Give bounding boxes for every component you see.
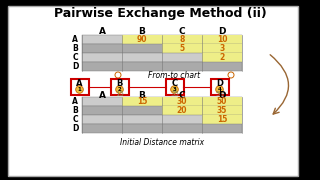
- Bar: [202, 44, 242, 53]
- Text: 2: 2: [118, 87, 121, 92]
- Text: B: B: [116, 80, 123, 89]
- Bar: [122, 35, 162, 44]
- Text: 15: 15: [137, 97, 147, 106]
- Text: 15: 15: [217, 115, 227, 124]
- FancyBboxPatch shape: [165, 78, 183, 94]
- Bar: [202, 115, 242, 124]
- Text: C: C: [179, 91, 185, 100]
- Bar: [202, 106, 242, 115]
- FancyBboxPatch shape: [68, 87, 256, 143]
- Bar: [162, 97, 202, 106]
- Bar: [162, 106, 202, 115]
- Text: B: B: [72, 44, 78, 53]
- Text: 3: 3: [172, 87, 176, 92]
- Circle shape: [116, 86, 123, 93]
- Text: D: D: [72, 124, 78, 133]
- Bar: [82, 53, 242, 62]
- Text: 20: 20: [177, 106, 187, 115]
- Text: 50: 50: [217, 97, 227, 106]
- FancyBboxPatch shape: [211, 78, 228, 94]
- Text: C: C: [179, 28, 185, 37]
- Text: Pairwise Exchange Method (ii): Pairwise Exchange Method (ii): [54, 7, 266, 20]
- Text: C: C: [72, 53, 78, 62]
- Text: 30: 30: [177, 97, 187, 106]
- Text: B: B: [139, 91, 145, 100]
- Text: A: A: [99, 28, 106, 37]
- Text: C: C: [172, 80, 178, 89]
- Text: A: A: [99, 91, 106, 100]
- FancyBboxPatch shape: [110, 78, 129, 94]
- Text: 4: 4: [218, 87, 221, 92]
- Text: D: D: [218, 91, 226, 100]
- Bar: [202, 97, 242, 106]
- Text: A: A: [76, 80, 83, 89]
- Bar: [82, 124, 242, 133]
- Text: D: D: [216, 80, 223, 89]
- Bar: [202, 53, 242, 62]
- Bar: [82, 106, 242, 115]
- Text: 90: 90: [137, 35, 147, 44]
- Bar: [82, 35, 242, 44]
- Text: From-to chart: From-to chart: [148, 71, 200, 80]
- Text: 8: 8: [179, 35, 185, 44]
- Text: 15: 15: [115, 91, 124, 98]
- Bar: [162, 44, 202, 53]
- Text: 50: 50: [215, 91, 224, 98]
- FancyBboxPatch shape: [8, 6, 298, 176]
- Text: 10: 10: [217, 35, 227, 44]
- Bar: [82, 115, 242, 124]
- Text: 2: 2: [220, 53, 225, 62]
- Bar: [82, 97, 242, 106]
- Bar: [82, 44, 242, 53]
- Text: Initial Distance matrix: Initial Distance matrix: [120, 138, 204, 147]
- Text: B: B: [139, 28, 145, 37]
- Circle shape: [171, 86, 178, 93]
- Text: C: C: [72, 115, 78, 124]
- Text: 5: 5: [180, 44, 185, 53]
- Text: 1: 1: [78, 87, 81, 92]
- Bar: [122, 97, 162, 106]
- Circle shape: [76, 86, 83, 93]
- Text: 35: 35: [170, 91, 179, 98]
- Bar: [202, 35, 242, 44]
- Text: 35: 35: [217, 106, 227, 115]
- Bar: [82, 62, 242, 71]
- Text: B: B: [72, 106, 78, 115]
- Bar: [162, 35, 202, 44]
- Text: 3: 3: [220, 44, 225, 53]
- Text: D: D: [218, 28, 226, 37]
- FancyBboxPatch shape: [70, 78, 89, 94]
- Text: A: A: [72, 97, 78, 106]
- Circle shape: [216, 86, 223, 93]
- Text: D: D: [72, 62, 78, 71]
- Text: A: A: [72, 35, 78, 44]
